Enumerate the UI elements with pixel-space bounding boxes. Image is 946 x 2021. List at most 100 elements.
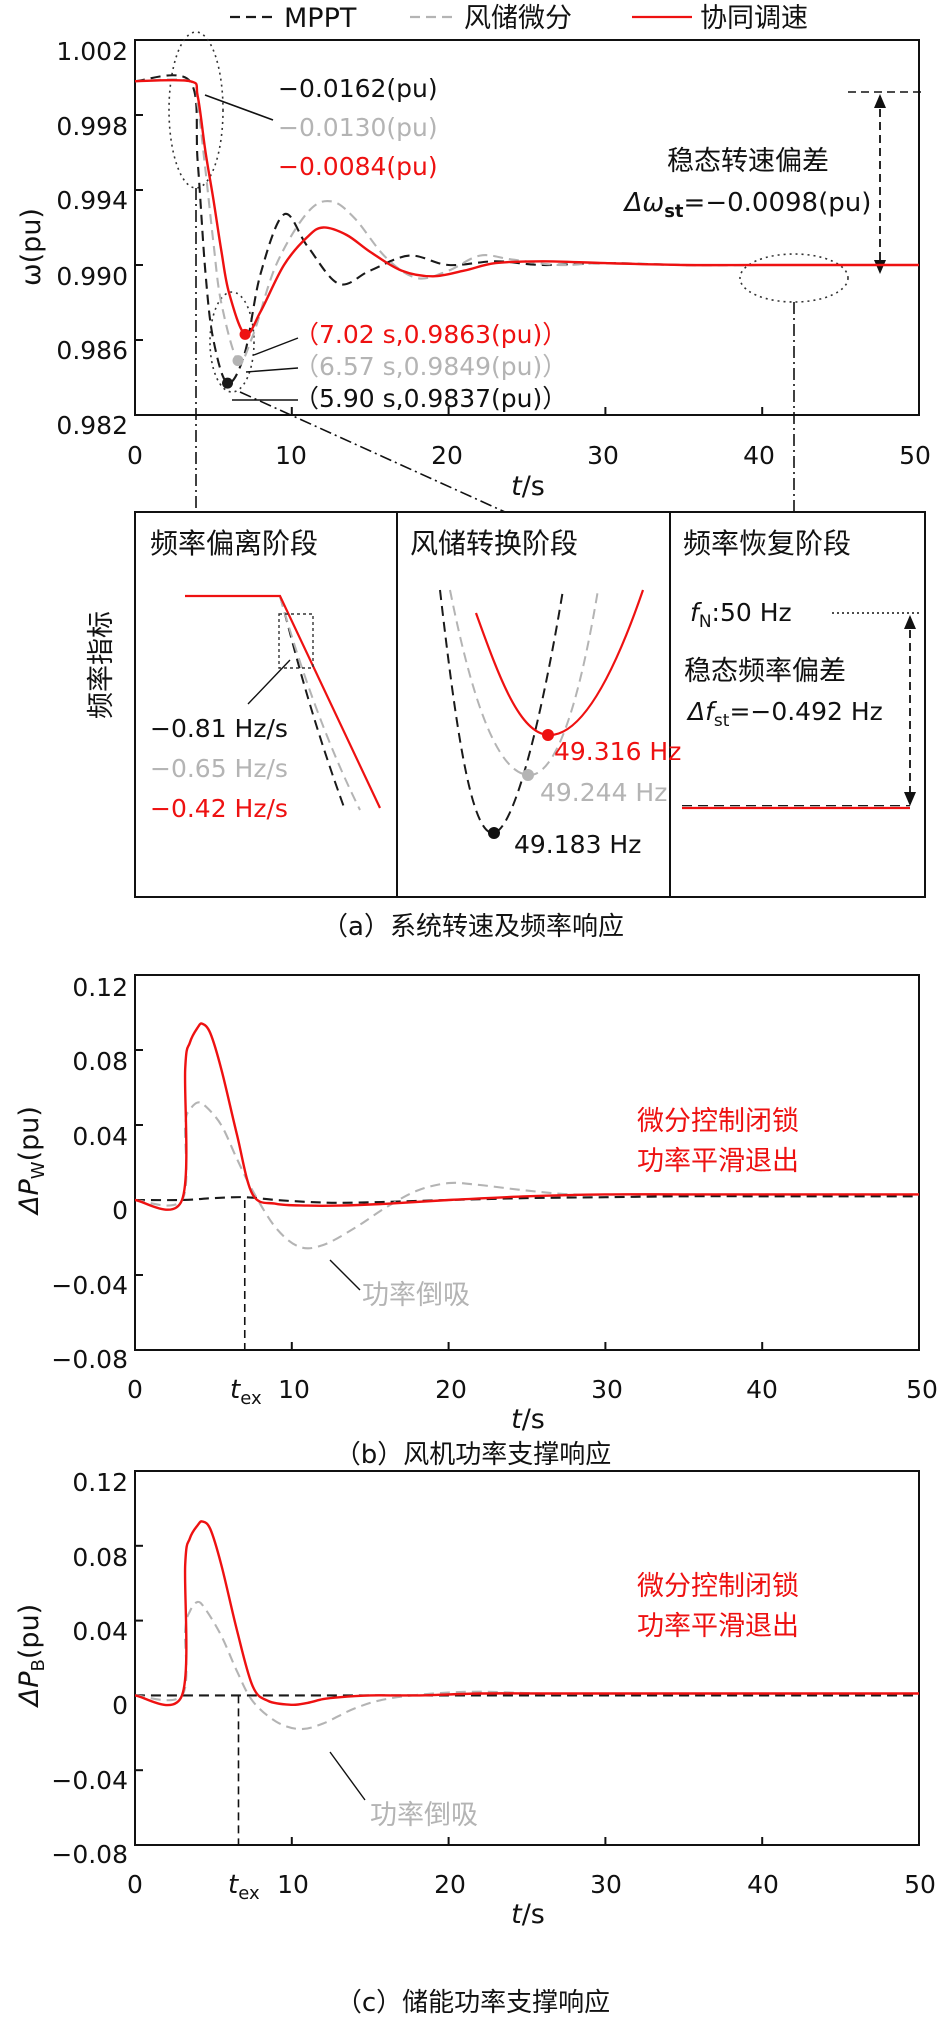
inset-deviation-zoom-box	[278, 613, 314, 669]
inset-deviation-rocof-coordinated: −0.42 Hz/s	[150, 794, 288, 823]
chart-b-xtick: 40	[746, 1375, 778, 1404]
inset-transition-curves: 49.316 Hz 49.244 Hz 49.183 Hz	[439, 589, 681, 859]
inset-deviation-coordinated-curve	[185, 594, 381, 809]
chart-b-ytick: 0.04	[72, 1122, 128, 1151]
chart-a-steady-arrowhead-down	[874, 260, 886, 274]
chart-c-xtick: 0	[127, 1870, 143, 1899]
chart-a-ytick: 1.002	[56, 37, 128, 66]
chart-a-steady-value: Δωst=−0.0098(pu)	[623, 188, 872, 222]
chart-b-ytick: 0	[112, 1196, 128, 1225]
chart-b-ytick: −0.04	[51, 1271, 128, 1300]
inset-deviation-leader	[247, 659, 291, 705]
chart-a-ytick: 0.998	[56, 112, 128, 141]
chart-c-xlabel: t/s	[511, 1899, 545, 1930]
chart-b-xtick: 0	[127, 1375, 143, 1404]
chart-c-xtick: 20	[434, 1870, 466, 1899]
chart-c-coordinated-line	[134, 1520, 919, 1707]
chart-a-ytick: 0.990	[56, 262, 128, 291]
chart-a-nadir-coordinated: （7.02 s,0.9863(pu)）	[294, 320, 567, 349]
chart-a-nadir-ellipse	[209, 291, 255, 393]
chart-b-ytick: 0.12	[72, 973, 128, 1002]
inset-recovery-steady-title: 稳态频率偏差	[684, 656, 846, 687]
chart-a-steady-ellipse	[739, 253, 849, 303]
chart-a: 0.982 0.986 0.990 0.994 0.998 1.002 0 10…	[16, 31, 931, 513]
inset-deviation-rocof-mppt: −0.81 Hz/s	[150, 714, 288, 743]
chart-a-nadir-point-mppt	[222, 377, 234, 389]
chart-a-steady-title: 稳态转速偏差	[667, 146, 829, 177]
inset-ylabel: 频率指标	[86, 611, 117, 719]
chart-a-ylabel: ω(pu)	[16, 208, 47, 286]
inset-transition-nadir-marker-wind-storage	[522, 769, 534, 781]
chart-a-rocof-coordinated: −0.0084(pu)	[278, 152, 438, 181]
chart-a-rocof-wind-storage: −0.0130(pu)	[278, 113, 438, 142]
chart-a-xtick: 0	[127, 441, 143, 470]
legend: MPPT 风储微分 协同调速	[230, 3, 808, 34]
chart-b-ticks: −0.08 −0.04 0 0.04 0.08 0.12 0 10 20 30 …	[51, 973, 938, 1404]
chart-a-nadir-leader	[245, 367, 299, 373]
inset-title-deviation: 频率偏离阶段	[150, 527, 318, 560]
legend-wind-storage-label: 风储微分	[464, 3, 572, 34]
legend-coordinated-label: 协同调速	[700, 3, 808, 34]
chart-c-tex-label: tex	[228, 1870, 260, 1904]
inset-deviation-wind-storage-curve	[185, 595, 361, 811]
chart-c-ytick: 0.04	[72, 1617, 128, 1646]
chart-a-xlabel: t/s	[511, 471, 545, 502]
chart-a-axes-frame	[134, 39, 920, 416]
inset-recovery-arrowhead-up	[904, 615, 916, 629]
chart-b-axes-frame	[134, 974, 920, 1351]
inset-transition-nadir-marker-mppt	[488, 827, 500, 839]
chart-a-nadir-leader	[253, 337, 299, 356]
chart-b-ytick: −0.08	[51, 1345, 128, 1374]
chart-b: −0.08 −0.04 0 0.04 0.08 0.12 0 10 20 30 …	[14, 973, 938, 1435]
inset-transition-mppt-curve	[439, 589, 564, 835]
chart-c-xtick: 50	[904, 1870, 936, 1899]
chart-c-gray-note: 功率倒吸	[370, 1800, 478, 1831]
chart-b-coordinated-line	[134, 1022, 919, 1211]
caption-b: （b）风机功率支撑响应	[335, 1440, 612, 1470]
chart-c-ytick: 0.12	[72, 1468, 128, 1497]
chart-b-xlabel: t/s	[511, 1404, 545, 1435]
inset-transition-nadir-mppt: 49.183 Hz	[514, 830, 641, 859]
chart-b-tex-label: tex	[230, 1375, 262, 1409]
chart-a-xtick: 20	[431, 441, 463, 470]
chart-c-ytick: 0.08	[72, 1543, 128, 1572]
chart-a-nadir-point-wind-storage	[232, 355, 244, 367]
inset-recovery-steady-value: Δfst=−0.492 Hz	[686, 697, 883, 731]
caption-a: （a）系统转速及频率响应	[322, 912, 624, 942]
chart-c-xtick: 40	[747, 1870, 779, 1899]
chart-a-nadir-wind-storage: （6.57 s,0.9849(pu)）	[294, 352, 567, 381]
chart-a-xtick: 10	[275, 441, 307, 470]
chart-a-zoom-connector	[239, 391, 506, 513]
chart-a-xtick: 30	[587, 441, 619, 470]
chart-a-ytick: 0.982	[56, 411, 128, 440]
chart-a-rocof-mppt: −0.0162(pu)	[278, 74, 438, 103]
inset-title-recovery: 频率恢复阶段	[683, 527, 851, 560]
inset-transition-nadir-marker-coordinated	[542, 729, 554, 741]
caption-c: （c）储能功率支撑响应	[336, 1988, 610, 2018]
chart-a-ytick: 0.994	[56, 186, 128, 215]
chart-b-xtick: 10	[278, 1375, 310, 1404]
chart-c-wind-storage-line	[134, 1600, 919, 1731]
legend-mppt-label: MPPT	[284, 3, 357, 34]
inset-deviation-curves: −0.81 Hz/s −0.65 Hz/s −0.42 Hz/s	[150, 594, 381, 823]
chart-b-ytick: 0.08	[72, 1047, 128, 1076]
inset-transition-wind-storage-curve	[449, 589, 599, 777]
chart-a-coordinated-line	[134, 78, 919, 336]
chart-a-steady-arrowhead-up	[874, 94, 886, 108]
inset-recovery-fn-label: fN:50 Hz	[690, 598, 792, 632]
chart-a-rocof-ellipse	[168, 31, 224, 189]
chart-b-wind-storage-line	[134, 1101, 919, 1250]
chart-c-xtick: 30	[590, 1870, 622, 1899]
chart-b-mppt-line	[134, 1195, 920, 1204]
chart-a-xtick: 50	[899, 441, 931, 470]
chart-b-red-note-2: 功率平滑退出	[637, 1146, 799, 1177]
chart-c: −0.08 −0.04 0 0.04 0.08 0.12 0 10 20 30 …	[14, 1468, 936, 1930]
inset-recovery-arrowhead-down	[904, 792, 916, 806]
chart-b-xtick: 50	[906, 1375, 938, 1404]
chart-c-red-note-2: 功率平滑退出	[637, 1611, 799, 1642]
chart-c-ytick: −0.04	[51, 1766, 128, 1795]
chart-b-gray-leader	[329, 1259, 361, 1291]
inset-deviation-rocof-wind-storage: −0.65 Hz/s	[150, 754, 288, 783]
inset-transition-nadir-coordinated: 49.316 Hz	[554, 737, 681, 766]
